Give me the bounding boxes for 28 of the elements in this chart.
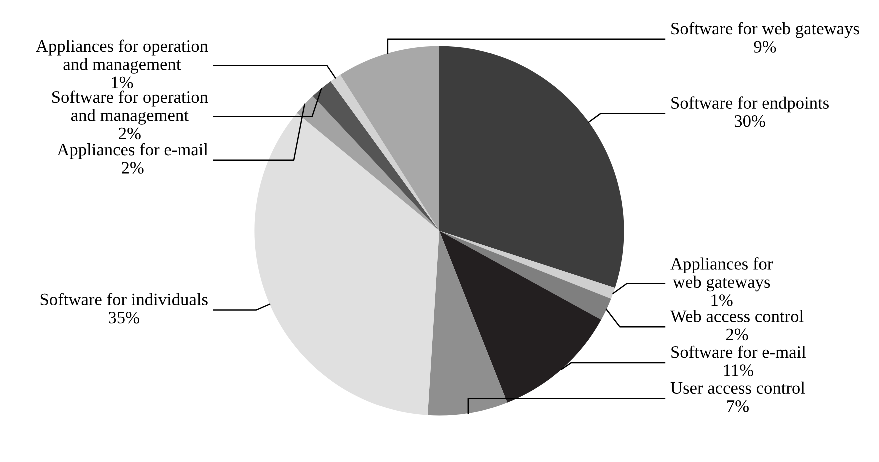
data-label: 7% <box>728 400 749 412</box>
slice-label: User access control <box>670 382 806 394</box>
slice-label: Software for e-mail <box>672 346 806 358</box>
pie-slice <box>440 46 624 288</box>
data-label: 1% <box>112 76 134 89</box>
data-label: 1% <box>712 294 733 306</box>
pie-slice <box>330 74 440 231</box>
slice-label: Web access control <box>670 310 804 322</box>
data-label: 9% <box>754 41 776 53</box>
slice-label: Software for individuals <box>40 293 208 306</box>
pie-slice <box>312 81 440 231</box>
data-label: 35% <box>109 312 140 324</box>
slice-label: Appliances for operation and management <box>36 40 208 74</box>
data-label: 2% <box>726 328 748 341</box>
data-label: 11% <box>724 364 754 376</box>
slice-label: Software for web gateways <box>672 22 860 38</box>
data-label: 2% <box>122 162 144 174</box>
pie-slice <box>440 231 616 300</box>
slice-label: Software for operation and management <box>52 90 208 125</box>
slice-label: Appliances for web gateways <box>670 258 774 292</box>
pie-slice <box>440 231 612 320</box>
slice-label: Software for endpoints <box>672 96 829 113</box>
pie-slice <box>440 231 602 403</box>
slice-label: Appliances for e-mail <box>57 143 208 160</box>
pie-slice <box>428 231 508 416</box>
data-label: 2% <box>119 128 141 140</box>
pie-slice <box>254 113 440 416</box>
data-label: 30% <box>734 115 766 128</box>
